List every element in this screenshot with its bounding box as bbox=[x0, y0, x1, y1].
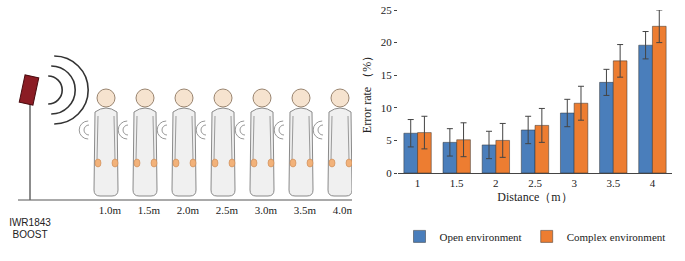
svg-text:Error rate （%）: Error rate （%） bbox=[360, 50, 374, 133]
svg-text:3.5: 3.5 bbox=[606, 177, 620, 189]
svg-text:25: 25 bbox=[381, 4, 393, 16]
svg-text:1.5: 1.5 bbox=[450, 177, 464, 189]
svg-text:Complex environment: Complex environment bbox=[567, 231, 666, 243]
svg-text:1.0m: 1.0m bbox=[99, 204, 122, 216]
svg-text:1: 1 bbox=[415, 177, 421, 189]
svg-text:4.0m: 4.0m bbox=[333, 204, 355, 216]
svg-text:IWR1843BOOST: IWR1843BOOST bbox=[9, 217, 51, 240]
svg-text:20: 20 bbox=[381, 36, 393, 48]
svg-text:3: 3 bbox=[571, 177, 577, 189]
svg-text:0: 0 bbox=[386, 167, 392, 179]
svg-text:Distance（m）: Distance（m） bbox=[497, 190, 572, 204]
svg-text:1.5m: 1.5m bbox=[138, 204, 161, 216]
svg-text:3.5m: 3.5m bbox=[294, 204, 317, 216]
svg-text:2: 2 bbox=[493, 177, 499, 189]
svg-text:10: 10 bbox=[381, 102, 393, 114]
svg-text:15: 15 bbox=[381, 69, 393, 81]
svg-text:2.0m: 2.0m bbox=[177, 204, 200, 216]
svg-text:2.5m: 2.5m bbox=[216, 204, 239, 216]
svg-text:4: 4 bbox=[650, 177, 656, 189]
svg-text:3.0m: 3.0m bbox=[255, 204, 278, 216]
svg-text:5: 5 bbox=[386, 134, 392, 146]
svg-text:2.5: 2.5 bbox=[528, 177, 542, 189]
svg-text:Open environment: Open environment bbox=[440, 231, 522, 243]
